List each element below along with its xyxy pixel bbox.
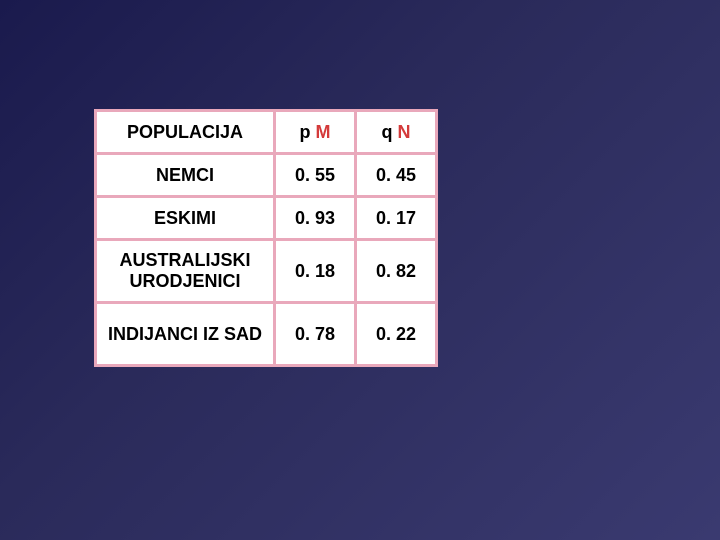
table-header-row: POPULACIJA p M q N — [96, 111, 437, 154]
cell-qN: 0. 22 — [356, 303, 437, 366]
cell-pM: 0. 93 — [275, 197, 356, 240]
header-pM-prefix: p — [300, 122, 316, 142]
allele-frequency-table: POPULACIJA p M q N NEMCI 0. 55 0. 45 ESK… — [94, 109, 438, 367]
header-pM-accent: M — [316, 122, 331, 142]
cell-pM: 0. 18 — [275, 240, 356, 303]
cell-pM: 0. 78 — [275, 303, 356, 366]
table-row: AUSTRALIJSKI URODJENICI 0. 18 0. 82 — [96, 240, 437, 303]
table-row: ESKIMI 0. 93 0. 17 — [96, 197, 437, 240]
header-pM: p M — [275, 111, 356, 154]
data-table: POPULACIJA p M q N NEMCI 0. 55 0. 45 ESK… — [94, 109, 438, 367]
cell-population: AUSTRALIJSKI URODJENICI — [96, 240, 275, 303]
header-qN-accent: N — [398, 122, 411, 142]
header-qN: q N — [356, 111, 437, 154]
cell-population: NEMCI — [96, 154, 275, 197]
cell-qN: 0. 45 — [356, 154, 437, 197]
cell-qN: 0. 17 — [356, 197, 437, 240]
header-qN-prefix: q — [382, 122, 398, 142]
header-population: POPULACIJA — [96, 111, 275, 154]
cell-qN: 0. 82 — [356, 240, 437, 303]
cell-pM: 0. 55 — [275, 154, 356, 197]
cell-population: INDIJANCI IZ SAD — [96, 303, 275, 366]
table-row: INDIJANCI IZ SAD 0. 78 0. 22 — [96, 303, 437, 366]
cell-population: ESKIMI — [96, 197, 275, 240]
table-row: NEMCI 0. 55 0. 45 — [96, 154, 437, 197]
